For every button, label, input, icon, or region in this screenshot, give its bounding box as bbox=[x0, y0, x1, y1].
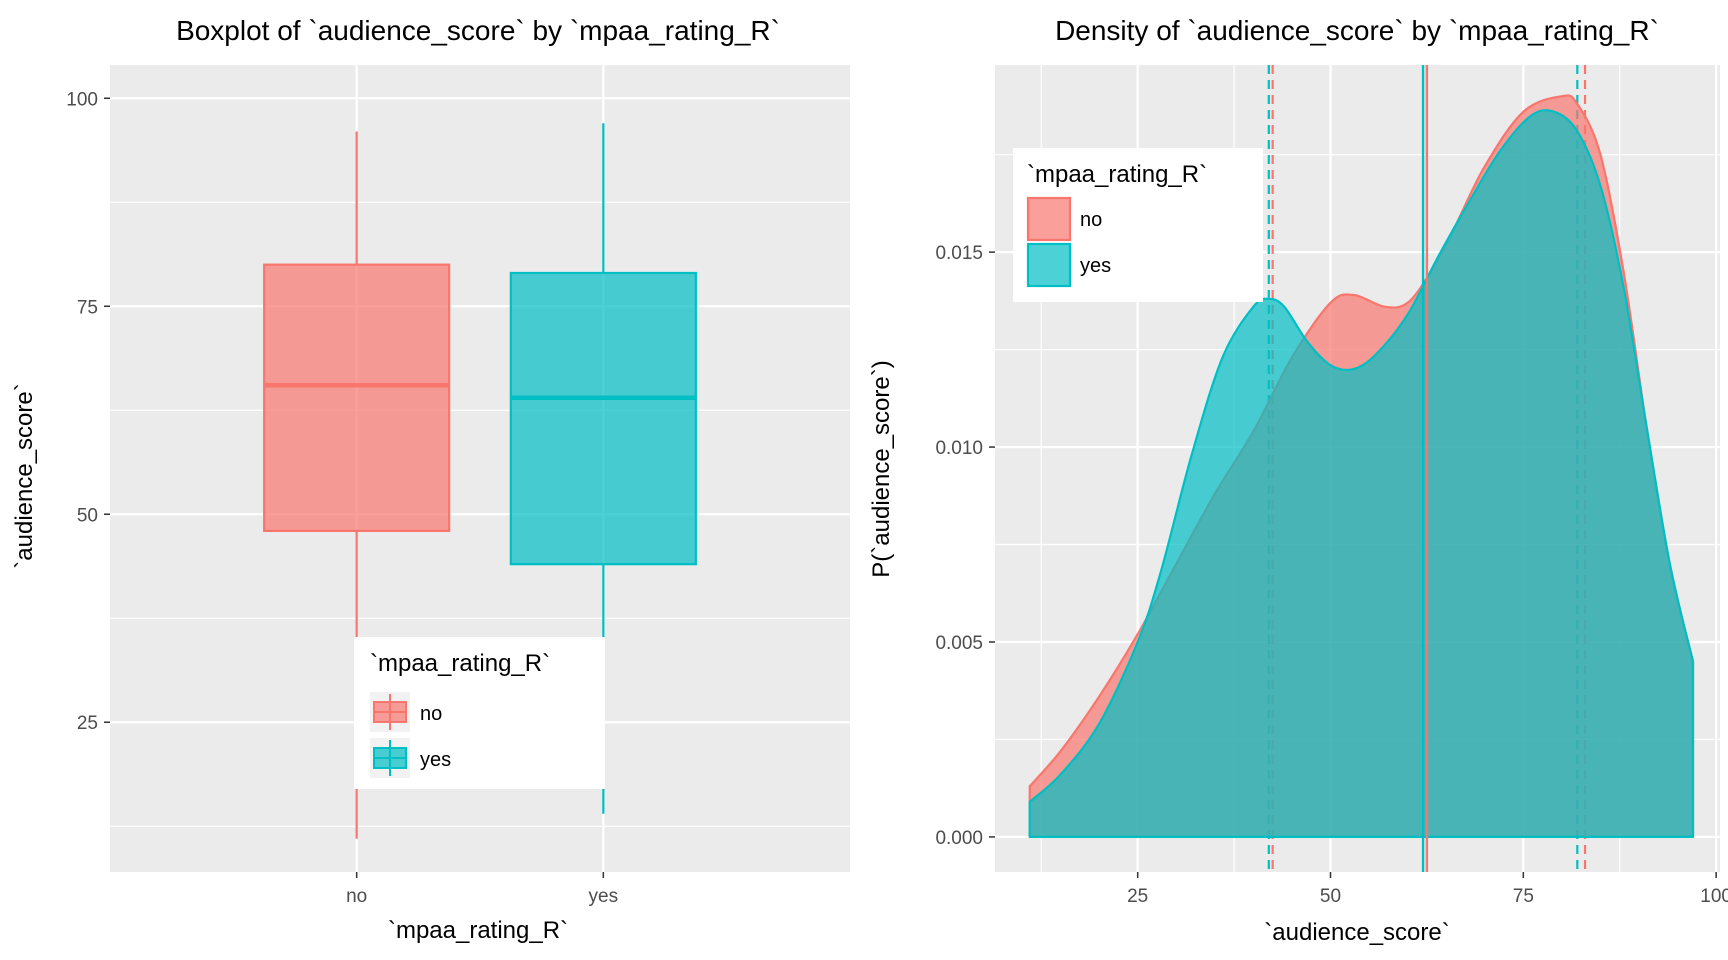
boxplot-chart: Boxplot of `audience_score` by `mpaa_rat… bbox=[11, 15, 850, 944]
density-x-ticks: 25 50 75 100 bbox=[1127, 872, 1728, 907]
density-y-axis-label: P(`audience_score`) bbox=[868, 360, 895, 577]
box-no bbox=[263, 131, 451, 839]
density-y-ticks: 0.000 0.005 0.010 0.015 bbox=[935, 243, 995, 849]
y-tick-label: 75 bbox=[77, 297, 98, 318]
x-tick-label: 50 bbox=[1320, 886, 1341, 907]
legend-label: yes bbox=[420, 749, 451, 771]
density-title: Density of `audience_score` by `mpaa_rat… bbox=[1055, 15, 1659, 46]
y-tick-label: 0.015 bbox=[935, 243, 983, 264]
legend-label: yes bbox=[1080, 255, 1111, 277]
y-tick-label: 0.010 bbox=[935, 438, 983, 459]
legend-title: `mpaa_rating_R` bbox=[1027, 161, 1207, 188]
box-body bbox=[263, 263, 451, 532]
legend-title: `mpaa_rating_R` bbox=[370, 650, 550, 677]
legend-label: no bbox=[1080, 209, 1102, 231]
legend-key bbox=[1026, 242, 1072, 288]
y-tick-label: 0.000 bbox=[935, 828, 983, 849]
x-tick-label: 25 bbox=[1127, 886, 1148, 907]
boxplot-legend: `mpaa_rating_R`no yes bbox=[354, 637, 605, 789]
legend-key bbox=[1026, 196, 1072, 242]
y-tick-label: 0.005 bbox=[935, 633, 983, 654]
boxplot-title: Boxplot of `audience_score` by `mpaa_rat… bbox=[176, 15, 780, 46]
y-tick-label: 50 bbox=[77, 505, 98, 526]
x-tick-label: 75 bbox=[1513, 886, 1534, 907]
boxplot-y-axis-label: `audience_score` bbox=[11, 383, 38, 568]
density-area-yes bbox=[1028, 109, 1695, 839]
legend-label: no bbox=[420, 703, 442, 725]
boxplot-y-ticks: 25 50 75 100 bbox=[66, 89, 110, 734]
box-body bbox=[509, 271, 697, 566]
y-tick-label: 100 bbox=[66, 89, 98, 110]
boxplot-x-ticks: no yes bbox=[346, 872, 618, 907]
density-marks bbox=[1028, 65, 1695, 872]
density-legend: `mpaa_rating_R`no yes bbox=[1013, 148, 1263, 302]
x-tick-label: no bbox=[346, 886, 367, 907]
boxplot-marks bbox=[263, 123, 697, 839]
density-chart: Density of `audience_score` by `mpaa_rat… bbox=[868, 15, 1728, 946]
x-tick-label: 100 bbox=[1700, 886, 1728, 907]
boxplot-x-axis-label: `mpaa_rating_R` bbox=[388, 917, 568, 944]
x-tick-label: yes bbox=[589, 886, 619, 907]
box-yes bbox=[509, 123, 697, 814]
y-tick-label: 25 bbox=[77, 713, 98, 734]
density-x-axis-label: `audience_score` bbox=[1264, 919, 1449, 946]
